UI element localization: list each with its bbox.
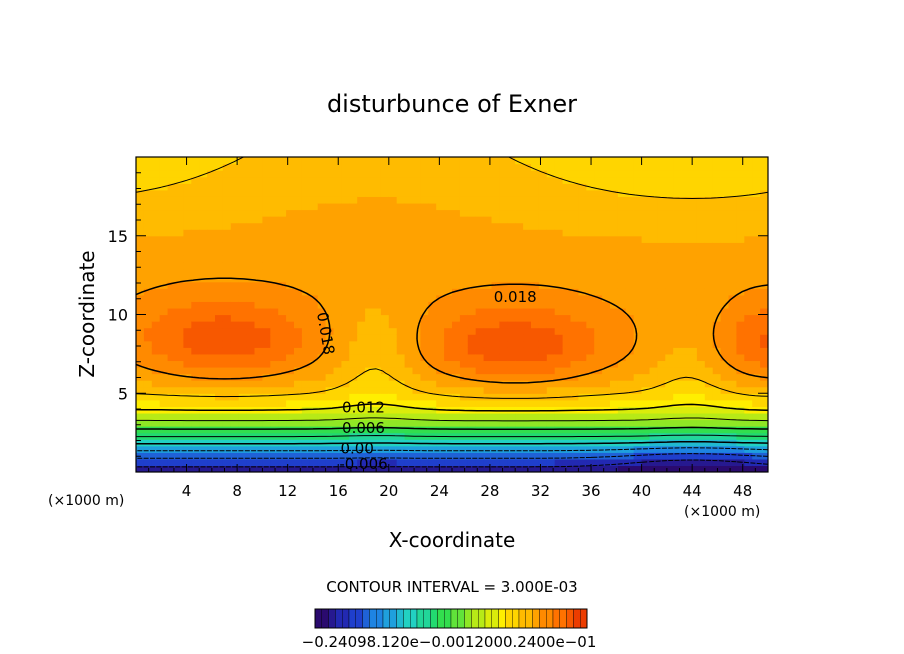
colorbar-cell [362, 608, 370, 629]
x-tick-label: 16 [329, 482, 348, 500]
y-tick-label: 5 [118, 384, 128, 403]
colorbar-labels: −0.24098.1‍20e−0.0012000.2400e−01 [302, 633, 597, 651]
x-tick-label: 4 [182, 482, 192, 500]
colorbar-cell [491, 608, 499, 629]
colorbar-cell [512, 608, 520, 629]
colorbar-cell [355, 608, 363, 629]
contour-line [136, 453, 768, 459]
colorbar-cell [478, 608, 486, 629]
colorbar-cell [342, 608, 350, 629]
colorbar-cell [423, 608, 431, 629]
x-tick-label: 48 [733, 482, 752, 500]
x-axis-ticks: 4 8 12 16 20 24 28 32 36 40 44 48 [148, 157, 756, 500]
contour-line [136, 447, 768, 452]
contour-interval-text: CONTOUR INTERVAL = 3.000E-03 [326, 578, 577, 596]
colorbar-cell [321, 608, 329, 629]
colorbar [314, 608, 588, 629]
x-tick-label: 44 [683, 482, 702, 500]
colorbar-cell [437, 608, 445, 629]
contour-line [136, 434, 768, 438]
x-tick-label: 24 [430, 482, 449, 500]
colorbar-cell [444, 608, 452, 629]
colorbar-cell [314, 608, 323, 629]
y-tick-label: 15 [108, 227, 128, 246]
x-tick-label: 20 [379, 482, 398, 500]
x-tick-label: 40 [632, 482, 651, 500]
colorbar-cell [376, 608, 384, 629]
colorbar-cell [525, 608, 533, 629]
y-axis-label: Z-coordinate [75, 250, 99, 377]
colorbar-cell [335, 608, 343, 629]
contour-field [136, 157, 768, 472]
colorbar-cell [410, 608, 418, 629]
x-tick-label: 28 [480, 482, 499, 500]
colorbar-cell [430, 608, 438, 629]
contour-label: 0.018 [494, 288, 537, 306]
y-tick-label: 10 [108, 306, 128, 325]
y-axis-ticks: 5 10 15 [108, 172, 768, 457]
colorbar-cell [546, 608, 554, 629]
colorbar-cell [498, 608, 506, 629]
colorbar-cell [518, 608, 527, 629]
contour-line [136, 440, 768, 445]
contour-line [136, 417, 768, 422]
contour-line [136, 277, 768, 384]
colorbar-cell [457, 608, 465, 629]
contour-label: 0.012 [342, 398, 385, 416]
colorbar-cell [471, 608, 479, 629]
contour-line [136, 157, 768, 399]
colorbar-cell [464, 608, 472, 629]
x-tick-label: 8 [232, 482, 242, 500]
x-unit-right: (×1000 m) [684, 504, 760, 520]
colorbar-cell [369, 608, 377, 629]
contour-line [136, 403, 768, 412]
colorbar-cell [539, 608, 547, 629]
contour-label: 0.00 [340, 439, 373, 457]
x-unit-left: (×1000 m) [48, 493, 124, 509]
colorbar-cell [403, 608, 411, 629]
chart-title: disturbunce of Exner [327, 90, 577, 118]
colorbar-cell [348, 608, 357, 629]
colorbar-cell [532, 608, 540, 629]
colorbar-cell [382, 608, 391, 629]
colorbar-cell [484, 608, 493, 629]
colorbar-cell [389, 608, 397, 629]
colorbar-frame [314, 608, 588, 629]
colorbar-cell [573, 608, 581, 629]
colorbar-cell [559, 608, 567, 629]
colorbar-cell [396, 608, 404, 629]
colorbar-cell [416, 608, 425, 629]
x-tick-label: 32 [531, 482, 550, 500]
colorbar-cell [328, 608, 336, 629]
colorbar-cell [580, 608, 588, 629]
x-tick-label: 12 [278, 482, 297, 500]
x-tick-label: 36 [581, 482, 600, 500]
colorbar-cell [450, 608, 459, 629]
colorbar-cell [566, 608, 574, 629]
contour-label: -0.006 [339, 455, 387, 473]
contour-line [136, 426, 768, 430]
contour-label: 0.006 [342, 419, 385, 437]
contour-lines [136, 157, 768, 468]
x-axis-label: X-coordinate [389, 528, 516, 552]
contour-line [136, 459, 768, 468]
colorbar-cell [505, 608, 513, 629]
colorbar-cell [552, 608, 561, 629]
